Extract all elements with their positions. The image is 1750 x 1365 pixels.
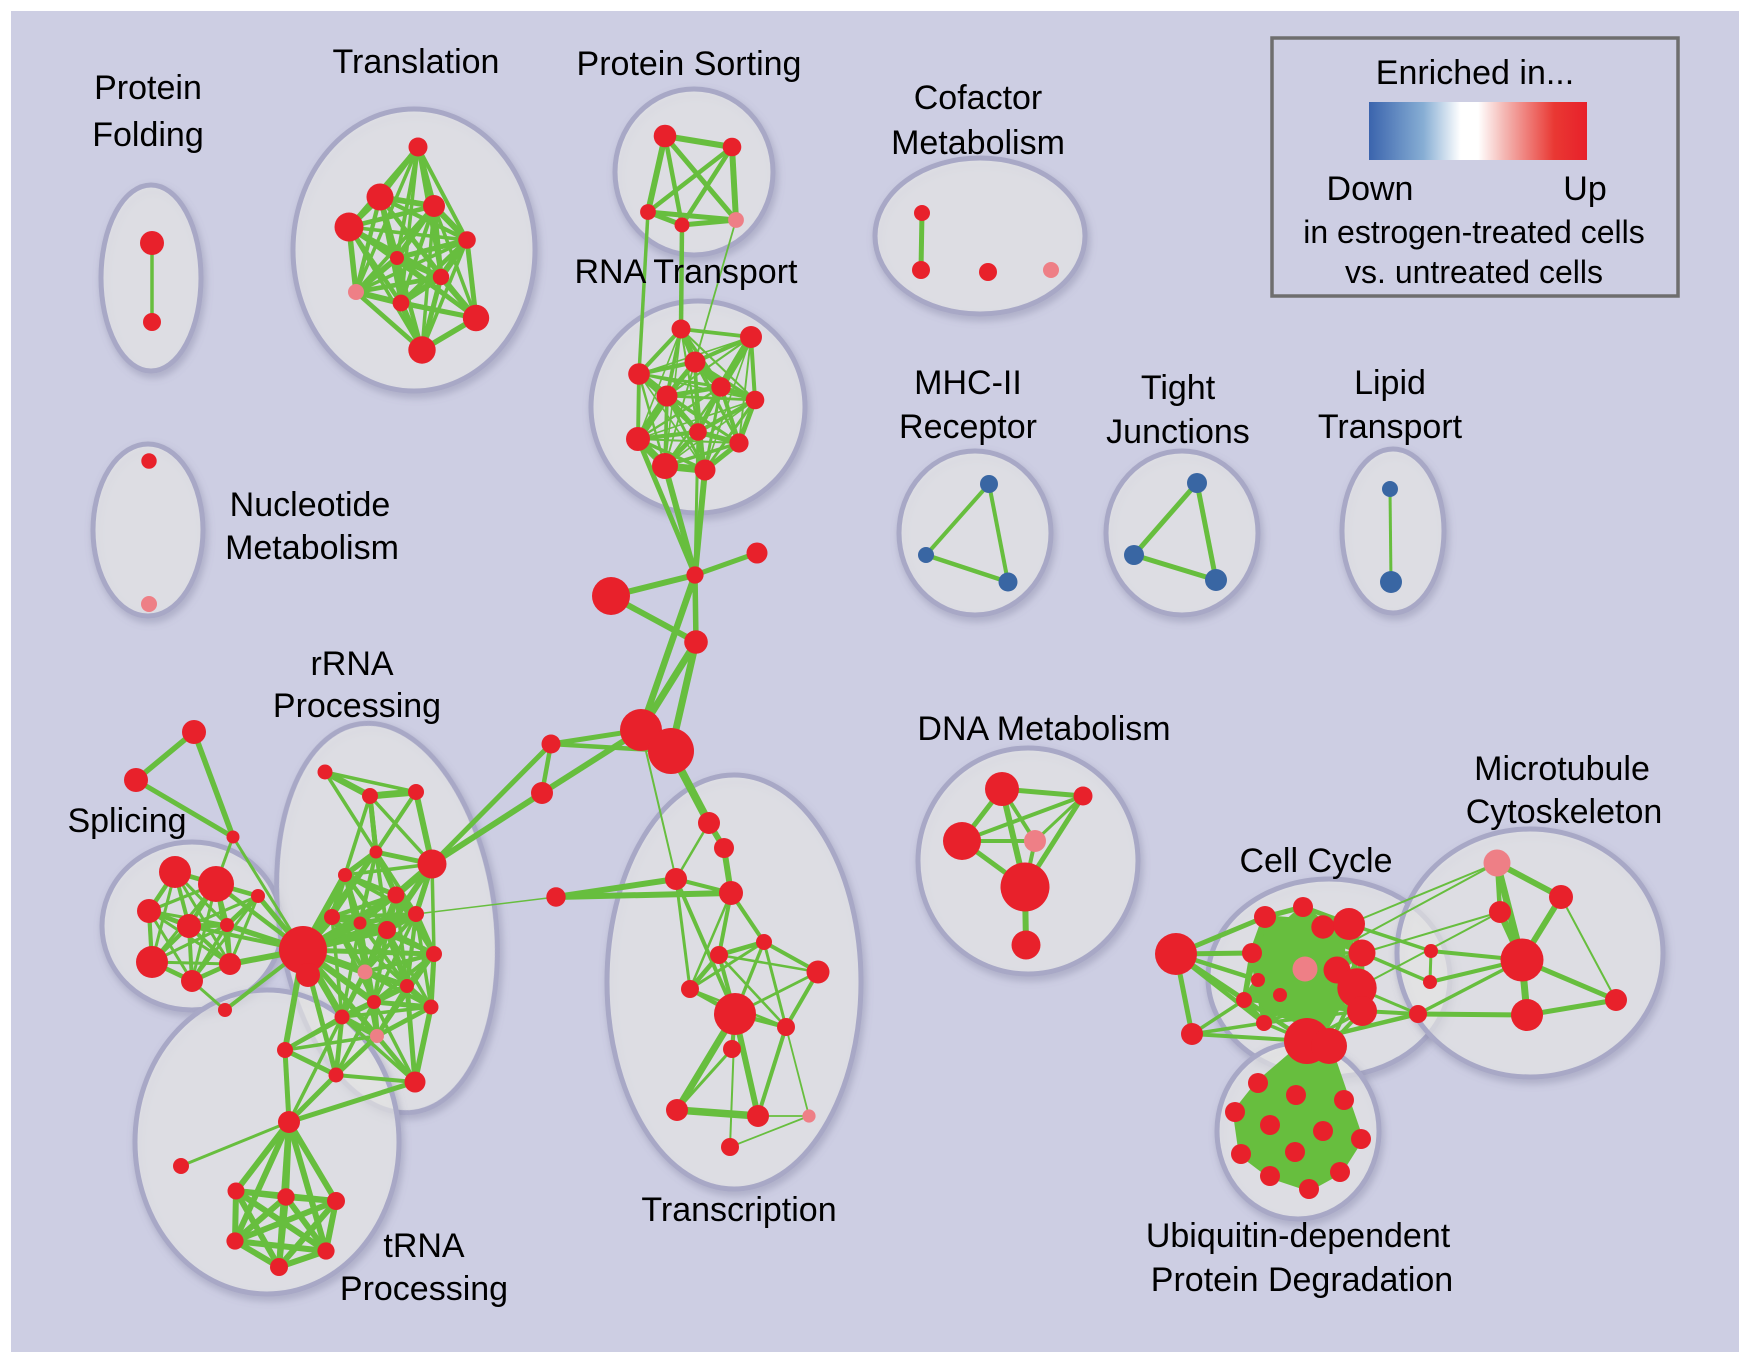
svg-text:Junctions: Junctions <box>1106 413 1250 451</box>
svg-text:Protein: Protein <box>94 69 202 107</box>
svg-text:RNA Transport: RNA Transport <box>575 253 799 291</box>
svg-text:Protein Sorting: Protein Sorting <box>577 45 802 83</box>
svg-text:MHC-II: MHC-II <box>914 364 1022 402</box>
svg-text:Cell Cycle: Cell Cycle <box>1239 842 1392 880</box>
svg-text:Metabolism: Metabolism <box>225 529 399 567</box>
svg-text:Enriched in...: Enriched in... <box>1376 54 1574 92</box>
svg-text:Cofactor: Cofactor <box>914 79 1043 117</box>
svg-text:Protein Degradation: Protein Degradation <box>1151 1261 1453 1299</box>
svg-text:Cytoskeleton: Cytoskeleton <box>1466 793 1663 831</box>
svg-text:Transcription: Transcription <box>641 1191 836 1229</box>
svg-text:Tight: Tight <box>1141 369 1216 407</box>
svg-text:Down: Down <box>1327 170 1414 208</box>
svg-text:Lipid: Lipid <box>1354 364 1426 402</box>
svg-text:Microtubule: Microtubule <box>1474 750 1650 788</box>
svg-text:Transport: Transport <box>1318 408 1463 446</box>
svg-text:Receptor: Receptor <box>899 408 1037 446</box>
svg-text:Nucleotide: Nucleotide <box>230 486 391 524</box>
svg-text:Splicing: Splicing <box>67 802 186 840</box>
svg-text:DNA Metabolism: DNA Metabolism <box>917 710 1170 748</box>
svg-text:Ubiquitin-dependent: Ubiquitin-dependent <box>1146 1217 1451 1255</box>
svg-text:rRNA: rRNA <box>310 645 393 683</box>
svg-text:Processing: Processing <box>340 1270 508 1308</box>
svg-text:Processing: Processing <box>273 687 441 725</box>
svg-text:vs. untreated cells: vs. untreated cells <box>1345 254 1603 290</box>
svg-text:Folding: Folding <box>92 116 204 154</box>
svg-text:Up: Up <box>1563 170 1606 208</box>
svg-text:Metabolism: Metabolism <box>891 124 1065 162</box>
svg-text:in estrogen-treated cells: in estrogen-treated cells <box>1303 214 1645 250</box>
svg-text:Translation: Translation <box>333 43 500 81</box>
svg-text:tRNA: tRNA <box>383 1227 465 1265</box>
